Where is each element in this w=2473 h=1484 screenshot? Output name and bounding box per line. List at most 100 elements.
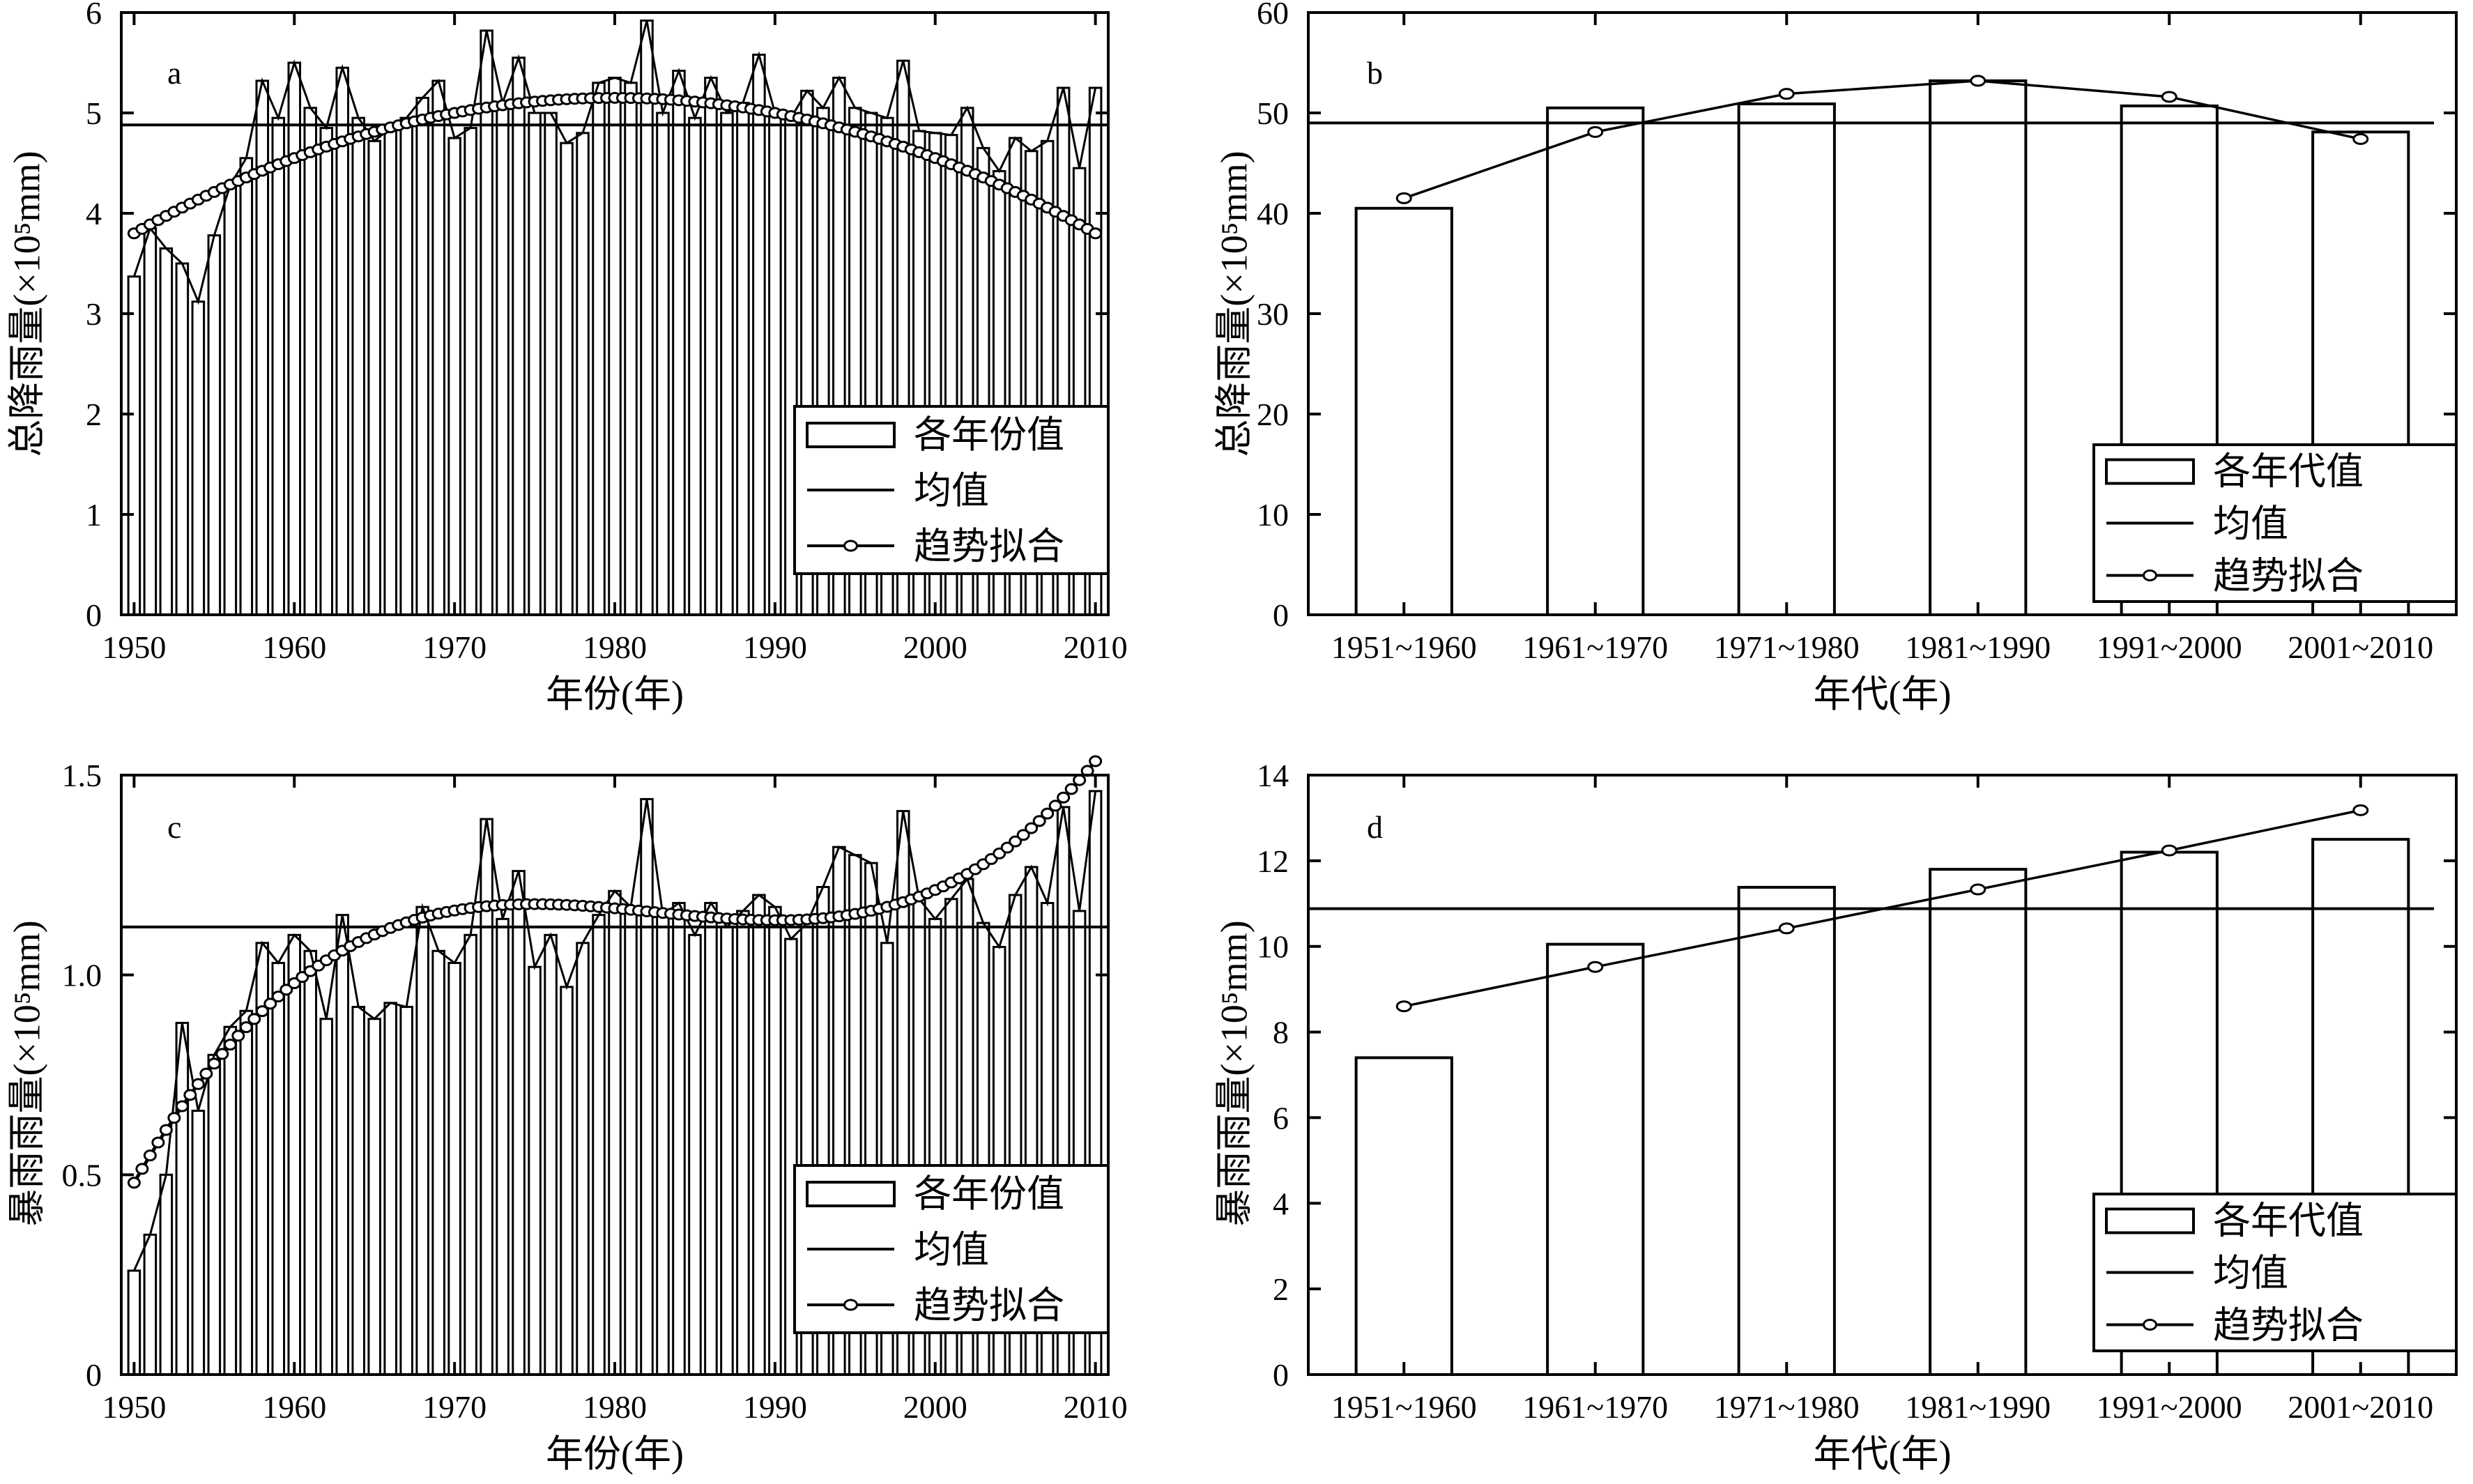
bar xyxy=(175,1021,190,1376)
trend-marker xyxy=(1016,829,1030,841)
bar xyxy=(672,70,686,616)
trend-marker xyxy=(1009,835,1023,848)
y-tick-label: 5 xyxy=(86,95,102,131)
bar xyxy=(447,961,461,1376)
trend-marker xyxy=(191,1078,205,1090)
legend-label: 各年代值 xyxy=(2213,451,2364,493)
y-tick-label: 1.0 xyxy=(62,958,102,993)
panel-b: 0 10 20 30 40 50 60 1951~1960 1961~1970 1971~1980… xyxy=(1213,0,2458,715)
legend-label: 均值 xyxy=(914,470,989,512)
bar xyxy=(383,127,397,616)
bar xyxy=(191,300,206,616)
y-tick-label: 3 xyxy=(86,296,102,332)
trend-marker xyxy=(1025,822,1039,834)
trend-marker xyxy=(1000,841,1014,854)
bar xyxy=(351,116,365,616)
bar xyxy=(736,102,750,616)
bar xyxy=(560,141,574,616)
annual-value-line xyxy=(132,20,1097,305)
trend-b xyxy=(1395,75,2369,204)
bar xyxy=(271,961,286,1376)
trend-marker xyxy=(151,1136,165,1149)
x-category-label: 1981~1990 xyxy=(1905,1389,2051,1425)
y-tick-label: 0 xyxy=(86,597,102,633)
legend-label: 各年代值 xyxy=(2213,1200,2364,1242)
trend-marker xyxy=(207,1057,221,1070)
trend-marker xyxy=(143,1149,157,1162)
bar xyxy=(239,157,254,616)
bar xyxy=(1546,106,1645,617)
x-category-label: 1981~1990 xyxy=(1905,629,2051,665)
trend-marker xyxy=(287,977,301,990)
bar xyxy=(704,77,718,616)
panel-c: 0 0.5 1.0 1.5 1950 1960 1970 1980 1990 2000 2010 年份… xyxy=(6,755,1128,1475)
bar xyxy=(1737,885,1836,1376)
trend-marker xyxy=(1089,227,1103,240)
x-tick-label: 1980 xyxy=(583,1389,647,1425)
trend-marker xyxy=(1970,883,1986,896)
legend-marker xyxy=(843,1299,858,1311)
legend-label: 趋势拟合 xyxy=(2213,1305,2364,1347)
bar xyxy=(464,127,477,616)
legend-label: 均值 xyxy=(914,1229,989,1271)
trend-marker xyxy=(255,1005,269,1018)
bar xyxy=(431,79,445,616)
trend-c xyxy=(127,755,1103,1189)
x-tick-label: 1960 xyxy=(262,1389,326,1425)
bar xyxy=(544,112,558,616)
legend-label: 各年份值 xyxy=(914,414,1064,456)
bar xyxy=(512,870,526,1376)
x-tick-label: 1960 xyxy=(262,629,326,665)
y-axis-label: 暴雨雨量(×10⁵mm) xyxy=(1213,920,1255,1226)
bar xyxy=(752,53,766,616)
trend-marker xyxy=(271,990,285,1003)
bar xyxy=(143,227,158,616)
bar xyxy=(736,910,750,1376)
y-tick-label: 10 xyxy=(1257,929,1289,965)
bar xyxy=(672,901,686,1376)
bar xyxy=(528,112,542,616)
x-tick-label: 2010 xyxy=(1064,1389,1128,1425)
bar xyxy=(752,894,766,1376)
x-category-label: 1961~1970 xyxy=(1522,1389,1668,1425)
x-tick-label: 1950 xyxy=(102,629,166,665)
trend-marker xyxy=(159,1124,173,1136)
bar xyxy=(159,1173,174,1376)
trend-line xyxy=(1403,809,2361,1008)
y-tick-label: 2 xyxy=(1273,1271,1289,1307)
y-tick-label: 0 xyxy=(1273,597,1289,633)
bar xyxy=(159,247,174,616)
bar xyxy=(335,914,349,1376)
y-axis-label: 总降雨量(×10⁵mm) xyxy=(6,151,47,457)
trend-marker xyxy=(135,1163,149,1175)
bar xyxy=(704,901,718,1376)
bar xyxy=(496,917,510,1376)
bar xyxy=(335,66,349,616)
x-axis-label: 年份(年) xyxy=(546,1433,684,1475)
bar xyxy=(640,20,654,616)
y-axis-label: 暴雨雨量(×10⁵mm) xyxy=(6,920,47,1226)
x-category-label: 1951~1960 xyxy=(1331,1389,1477,1425)
bar xyxy=(1929,79,2028,617)
bar xyxy=(688,933,702,1376)
x-category-label: 1951~1960 xyxy=(1331,629,1477,665)
bar xyxy=(255,79,270,616)
bar xyxy=(207,234,222,616)
y-tick-label: 30 xyxy=(1257,296,1289,332)
y-tick-label: 0 xyxy=(1273,1357,1289,1393)
legend-marker xyxy=(2143,1319,2157,1331)
y-tick-label: 60 xyxy=(1257,0,1289,31)
trend-marker xyxy=(199,1067,213,1080)
trend-marker xyxy=(239,1021,253,1034)
bar xyxy=(127,275,141,616)
y-axis-label: 总降雨量(×10⁵mm) xyxy=(1213,151,1255,457)
bar xyxy=(464,933,477,1376)
y-tick-label: 2 xyxy=(86,397,102,432)
legend-label: 均值 xyxy=(2213,503,2288,545)
bar xyxy=(191,1110,206,1376)
panel-a: 0 1 2 3 4 5 6 1950 1960 1970 1980 1990 2000 2010 年份(年)… xyxy=(6,0,1127,715)
bar xyxy=(223,1025,238,1376)
bar xyxy=(624,82,638,616)
x-category-label: 1961~1970 xyxy=(1522,629,1668,665)
